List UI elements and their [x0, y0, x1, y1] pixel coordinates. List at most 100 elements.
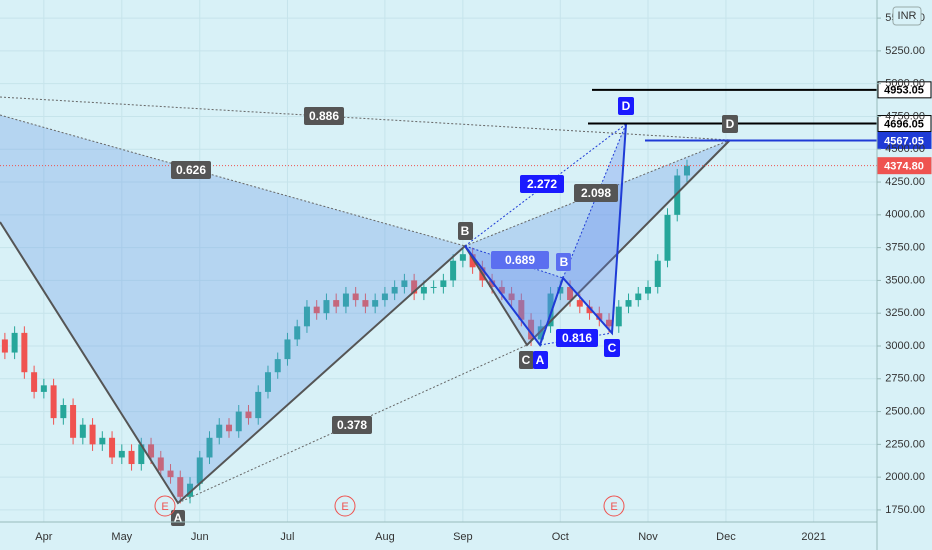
- pattern-fill: [465, 140, 730, 345]
- price-level-label: 4953.05: [884, 85, 924, 97]
- candle-body: [508, 293, 515, 301]
- candle-body: [274, 359, 281, 373]
- event-marker[interactable]: [334, 495, 356, 517]
- point-box: [556, 253, 571, 271]
- ratio-label: 0.626: [176, 163, 206, 177]
- candle-body: [372, 300, 379, 307]
- candle-body: [635, 293, 642, 301]
- price-level-label: 4567.05: [884, 135, 924, 147]
- candle-body: [167, 470, 174, 478]
- candle-body: [235, 411, 242, 432]
- ratio-box: [491, 251, 549, 269]
- pattern-dotted: [0, 96, 731, 504]
- candle-body: [118, 450, 125, 458]
- point-box: [458, 222, 473, 240]
- price-axis: 1750.00 2000.00 2250.00 2500.00 2750.00 3000.…: [877, 12, 925, 516]
- candle-body: [567, 286, 574, 301]
- point-box: [604, 339, 620, 357]
- candle-body: [411, 280, 418, 294]
- point-label: C: [608, 341, 617, 355]
- y-tick-label: 2500.00: [885, 405, 925, 417]
- candle-body: [430, 286, 437, 288]
- x-tick-label: Nov: [638, 531, 658, 543]
- currency-label[interactable]: INR: [898, 10, 917, 22]
- y-tick-label: 5250.00: [885, 45, 925, 57]
- y-tick-label: 3500.00: [885, 274, 925, 286]
- candle-body: [31, 372, 38, 392]
- point-label: A: [536, 353, 545, 367]
- ratio-label: 0.886: [309, 109, 339, 123]
- candle-body: [664, 214, 671, 261]
- candle-body: [450, 260, 457, 281]
- candle-body: [547, 293, 554, 327]
- candle-body: [615, 306, 622, 327]
- candle-body: [206, 437, 213, 458]
- candle-body: [391, 286, 398, 294]
- candle-body: [645, 286, 652, 294]
- ratio-line: [464, 245, 564, 279]
- candle-body: [654, 260, 661, 287]
- y-tick-label: 2750.00: [885, 373, 925, 385]
- candle-body: [596, 313, 603, 320]
- candle-body: [138, 444, 145, 465]
- candle-body: [187, 483, 194, 497]
- candle-body: [557, 286, 564, 294]
- candle-body: [313, 306, 320, 314]
- candle-body: [284, 339, 291, 360]
- candle-body: [99, 437, 106, 445]
- x-tick-label: Dec: [716, 531, 736, 543]
- candle-body: [109, 437, 116, 458]
- candle-body: [1, 339, 8, 353]
- point-label: B: [461, 224, 470, 238]
- ratio-box: [556, 329, 598, 347]
- candle-body: [148, 444, 155, 458]
- candle-body: [11, 332, 18, 353]
- event-marker[interactable]: [154, 495, 176, 517]
- ratio-box: [332, 416, 372, 434]
- candle-body: [196, 457, 203, 484]
- pattern-fill: [563, 124, 626, 333]
- y-tick-label: 1750.00: [885, 504, 925, 516]
- price-level-tag: [877, 115, 932, 133]
- price-level-tag: [877, 157, 932, 175]
- y-tick-label: 2000.00: [885, 471, 925, 483]
- candle-body: [459, 254, 466, 261]
- candle-body: [528, 319, 535, 340]
- currency-badge[interactable]: [892, 6, 922, 26]
- candle-body: [401, 280, 408, 287]
- candle-body: [177, 477, 184, 497]
- y-tick-label: 5000.00: [885, 78, 925, 90]
- candle-body: [352, 293, 359, 301]
- x-tick-label: May: [111, 531, 132, 543]
- candle-body: [225, 424, 232, 432]
- point-label: C: [522, 353, 531, 367]
- x-tick-label: Jul: [280, 531, 294, 543]
- event-label[interactable]: E: [341, 501, 348, 513]
- candle-body: [294, 326, 301, 340]
- ratio-line: [0, 96, 731, 141]
- candle-body: [264, 372, 271, 392]
- candle-body: [420, 286, 427, 294]
- event-label[interactable]: E: [161, 501, 168, 513]
- candle-body: [70, 405, 77, 438]
- y-tick-label: 2250.00: [885, 438, 925, 450]
- candle-body: [489, 280, 496, 287]
- candle-body: [625, 300, 632, 307]
- blue-pattern: [464, 123, 627, 348]
- ratio-box: [171, 161, 211, 179]
- event-marker[interactable]: [603, 495, 625, 517]
- point-label: A: [174, 511, 183, 525]
- point-box: [519, 351, 534, 369]
- pattern-fill: [0, 115, 465, 503]
- point-box: [618, 97, 634, 115]
- y-tick-label: 4000.00: [885, 209, 925, 221]
- event-label[interactable]: E: [610, 501, 617, 513]
- candle-body: [128, 450, 135, 465]
- ratio-label: 0.816: [562, 331, 592, 345]
- candle-body: [21, 332, 28, 373]
- price-level-label: 4374.80: [884, 161, 924, 173]
- point-box: [722, 115, 738, 133]
- candle-body: [440, 280, 447, 287]
- y-tick-label: 3750.00: [885, 242, 925, 254]
- ratio-label: 0.689: [505, 253, 535, 267]
